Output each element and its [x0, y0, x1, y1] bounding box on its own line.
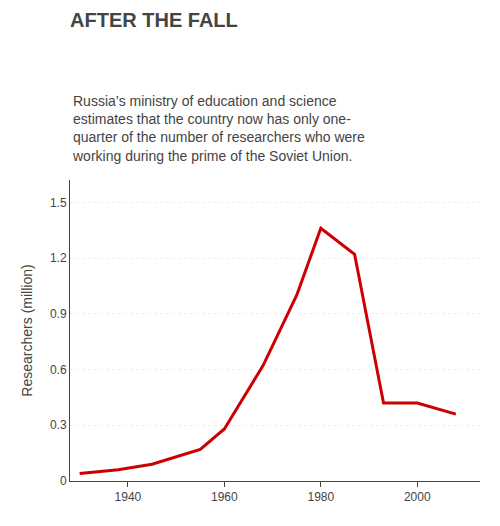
svg-text:0: 0	[60, 474, 67, 488]
svg-text:1.2: 1.2	[50, 251, 67, 265]
svg-text:0.3: 0.3	[50, 418, 67, 432]
svg-text:2000: 2000	[404, 490, 431, 504]
svg-text:0.9: 0.9	[50, 307, 67, 321]
svg-text:1980: 1980	[307, 490, 334, 504]
svg-text:Researchers (million): Researchers (million)	[19, 264, 35, 396]
svg-text:1.5: 1.5	[50, 196, 67, 210]
svg-text:Russia’s ministry of education: Russia’s ministry of education and scien…	[72, 93, 365, 164]
svg-text:AFTER THE FALL: AFTER THE FALL	[70, 9, 238, 31]
svg-text:1960: 1960	[211, 490, 238, 504]
svg-text:1940: 1940	[115, 490, 142, 504]
svg-text:0.6: 0.6	[50, 363, 67, 377]
